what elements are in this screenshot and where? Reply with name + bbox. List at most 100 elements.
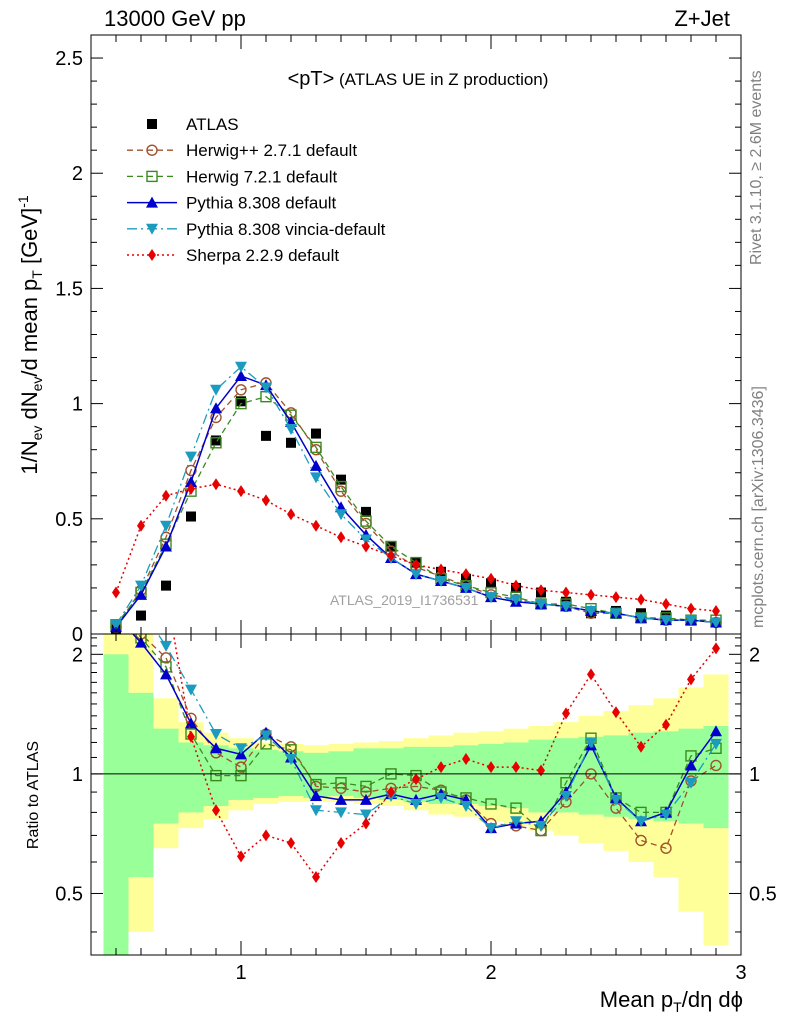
ratio-point-vincia: [585, 737, 597, 749]
point-sherpa: [212, 478, 220, 491]
ratio-y-axis-label: Ratio to ATLAS: [25, 741, 42, 849]
legend-marker-pythia: [146, 196, 158, 208]
point-vincia: [485, 592, 497, 604]
point-vincia: [335, 509, 347, 521]
header-left-label: 13000 GeV pp: [104, 6, 246, 31]
legend-label-herwigpp: Herwig++ 2.7.1 default: [186, 141, 357, 160]
ratio-point-sherpa: [512, 761, 520, 774]
point-pythia: [185, 475, 197, 487]
point-sherpa: [362, 540, 370, 553]
main-y-tick-label: 2: [72, 163, 83, 185]
point-vincia: [535, 599, 547, 611]
ratio-point-sherpa: [637, 740, 645, 753]
point-sherpa: [137, 519, 145, 532]
ratio-point-vincia: [335, 807, 347, 819]
point-herwig7: [310, 441, 322, 454]
point-vincia: [210, 384, 222, 396]
point-sherpa: [187, 482, 195, 495]
ratio-point-vincia: [560, 790, 572, 802]
ratio-point-sherpa: [662, 718, 670, 731]
ratio-y-tick-label-right: 2: [749, 644, 760, 666]
point-herwigpp: [360, 517, 372, 530]
point-data: [261, 430, 271, 441]
x-tick-label: 2: [485, 962, 496, 984]
band-inner-bin: [653, 731, 679, 822]
ratio-line-herwig7: [137, 634, 717, 832]
point-vincia: [260, 382, 272, 394]
band-inner-bin: [128, 692, 154, 878]
point-vincia: [360, 534, 372, 546]
point-vincia: [110, 619, 122, 631]
ratio-point-vincia: [360, 809, 372, 821]
point-vincia: [435, 576, 447, 588]
point-sherpa: [287, 508, 295, 521]
legend-item-herwigpp: Herwig++ 2.7.1 default: [127, 141, 357, 160]
ratio-point-sherpa: [612, 706, 620, 719]
ratio-series-vincia: [157, 634, 722, 835]
band-inner-bin: [178, 742, 204, 813]
series-line-pythia: [115, 375, 717, 628]
point-vincia: [460, 582, 472, 594]
ratio-point-vincia: [210, 729, 222, 741]
point-data: [361, 506, 371, 517]
main-y-tick-label: 0: [72, 624, 83, 646]
ratio-point-sherpa: [387, 786, 395, 799]
point-pythia: [210, 402, 222, 414]
main-panel-series: [110, 361, 722, 634]
ratio-point-sherpa: [712, 642, 720, 655]
series-line-herwig7: [115, 395, 716, 626]
ratio-y-tick-label: 1: [72, 764, 83, 786]
ratio-point-herwigpp: [635, 834, 647, 847]
band-inner-bin: [478, 743, 504, 807]
point-vincia: [585, 605, 597, 617]
ratio-point-pythia: [135, 636, 147, 648]
point-vincia: [610, 608, 622, 620]
main-y-tick-label: 0.5: [55, 509, 83, 531]
ratio-point-herwig7: [510, 802, 522, 814]
ratio-point-pythia: [335, 793, 347, 805]
point-pythia: [235, 369, 247, 381]
ratio-point-vincia: [410, 798, 422, 810]
legend-item-data: ATLAS: [147, 115, 239, 134]
point-vincia: [310, 472, 322, 484]
ratio-point-vincia: [710, 738, 722, 750]
legend-item-pythia: Pythia 8.308 default: [127, 194, 337, 213]
point-vincia: [560, 601, 572, 613]
point-sherpa: [437, 563, 445, 576]
point-sherpa: [712, 604, 720, 617]
legend-item-vincia: Pythia 8.308 vincia-default: [127, 220, 386, 239]
x-axis-label: Mean pT/dη dϕ: [600, 987, 743, 1015]
x-tick-label: 1: [235, 962, 246, 984]
ratio-point-vincia: [535, 820, 547, 832]
point-vincia: [635, 612, 647, 624]
point-data: [186, 511, 196, 522]
ratio-uncertainty-bands: [103, 634, 729, 955]
ratio-point-pythia: [710, 725, 722, 737]
point-vincia: [160, 520, 172, 532]
point-vincia: [185, 451, 197, 463]
band-inner-bin: [153, 728, 179, 824]
point-pythia: [310, 459, 322, 471]
ratio-point-sherpa: [187, 730, 195, 743]
ratio-point-pythia: [160, 668, 172, 680]
legend-item-herwig7: Herwig 7.2.1 default: [127, 167, 337, 186]
legend-marker-vincia: [146, 223, 158, 235]
ratio-point-sherpa: [312, 871, 320, 884]
point-herwigpp: [185, 464, 197, 477]
ratio-point-sherpa: [487, 761, 495, 774]
point-vincia: [710, 617, 722, 629]
point-data: [336, 474, 346, 485]
ratio-point-vincia: [635, 816, 647, 828]
ratio-point-herwigpp: [660, 842, 672, 854]
point-data: [136, 610, 146, 621]
legend-marker-data: [147, 119, 157, 129]
point-vincia: [235, 361, 247, 373]
ratio-point-vincia: [310, 805, 322, 817]
series-line-herwigpp: [115, 382, 717, 628]
legend-item-sherpa: Sherpa 2.2.9 default: [127, 246, 339, 265]
point-vincia: [660, 615, 672, 627]
point-herwig7: [335, 480, 347, 493]
band-inner-bin: [503, 742, 529, 809]
legend: ATLAS Herwig++ 2.7.1 default Herwig 7.2.1 …: [127, 115, 386, 265]
ratio-line-herwigpp: [140, 634, 717, 850]
